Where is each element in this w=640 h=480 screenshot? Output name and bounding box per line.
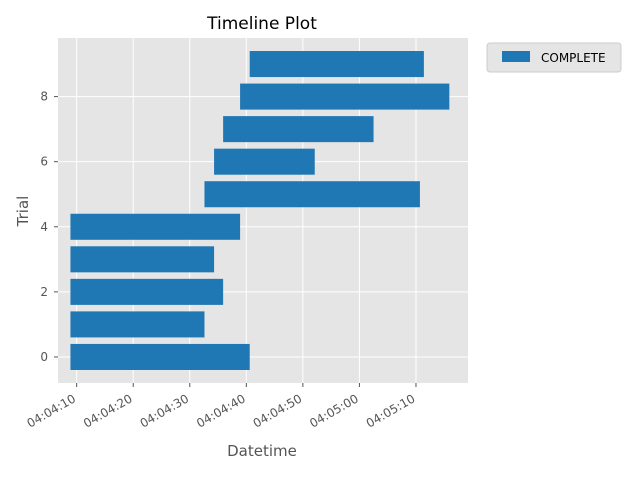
x-tick-label: 04:04:20 [81, 391, 135, 430]
y-tick-label: 8 [40, 90, 48, 104]
x-tick-label: 04:04:40 [194, 391, 248, 430]
bar-trial-5 [204, 181, 420, 208]
y-tick-label: 6 [40, 155, 48, 169]
bar-trial-2 [70, 278, 224, 305]
x-axis-title: Datetime [227, 442, 297, 460]
x-tick-label: 04:04:50 [251, 391, 305, 430]
bar-trial-9 [249, 51, 424, 78]
y-tick-label: 2 [40, 285, 48, 299]
y-tick-label: 0 [40, 350, 48, 364]
x-tick-label: 04:05:10 [364, 391, 418, 430]
x-tick-label: 04:04:30 [138, 391, 192, 430]
legend: COMPLETE [486, 42, 622, 73]
chart-title: Timeline Plot [206, 14, 317, 34]
bar-trial-3 [70, 246, 215, 273]
y-axis-ticks: 0 2 4 6 8 [40, 90, 58, 364]
x-tick-label: 04:05:00 [307, 391, 361, 430]
legend-swatch [502, 51, 530, 62]
bar-trial-6 [214, 148, 315, 175]
legend-label: COMPLETE [541, 51, 606, 65]
bar-trial-1 [70, 311, 205, 338]
x-axis-ticks: 04:04:10 04:04:20 04:04:30 04:04:40 04:04:50… [24, 383, 417, 431]
legend-box [486, 42, 622, 73]
bar-trial-8 [240, 83, 450, 110]
bar-trial-7 [223, 116, 374, 143]
bar-trial-0 [70, 343, 250, 370]
bar-trial-4 [70, 213, 241, 240]
y-axis-title: Trial [14, 196, 32, 228]
y-tick-label: 4 [40, 220, 48, 234]
x-tick-label: 04:04:10 [24, 391, 78, 430]
bars [70, 51, 450, 370]
